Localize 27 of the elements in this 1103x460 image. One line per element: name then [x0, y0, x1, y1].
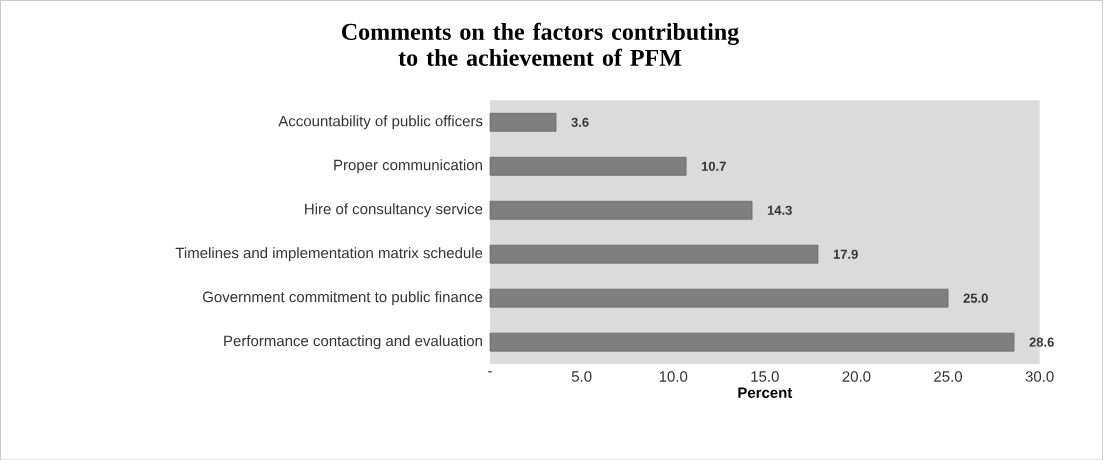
data-label: 10.7: [701, 161, 726, 171]
x-tick-label: 15.0: [751, 370, 779, 382]
x-tick-label: 10.0: [659, 370, 688, 382]
bar: [489, 288, 949, 308]
bar: [489, 244, 819, 264]
x-tick-label: 5.0: [571, 370, 592, 382]
chart-title: Comments on the factors contributing to the achievement of PFM: [342, 22, 739, 66]
bar: [489, 112, 557, 132]
y-tick-label: Government commitment to public finance: [202, 290, 483, 305]
data-label: 17.9: [833, 249, 858, 259]
data-label: 25.0: [963, 293, 988, 303]
x-axis-title: Percent: [738, 387, 793, 398]
y-tick-label: Accountability of public officers: [278, 115, 483, 130]
x-tick-label: -: [488, 370, 492, 373]
y-tick-label: Proper communication: [334, 159, 482, 174]
data-label: 28.6: [1029, 337, 1054, 347]
data-label: 14.3: [767, 205, 792, 215]
x-tick-label: 20.0: [842, 370, 871, 382]
y-tick-label: Hire of consultancy service: [305, 203, 483, 218]
y-tick-label: Timelines and implementation matrix schedule: [175, 247, 483, 261]
bar: [489, 332, 1015, 352]
x-tick-label: 25.0: [934, 370, 963, 382]
bar: [489, 156, 687, 176]
bar: [489, 200, 753, 220]
data-label: 3.6: [571, 117, 589, 127]
x-tick-label: 30.0: [1025, 370, 1054, 382]
y-tick-label: Performance contacting and evaluation: [224, 334, 482, 349]
